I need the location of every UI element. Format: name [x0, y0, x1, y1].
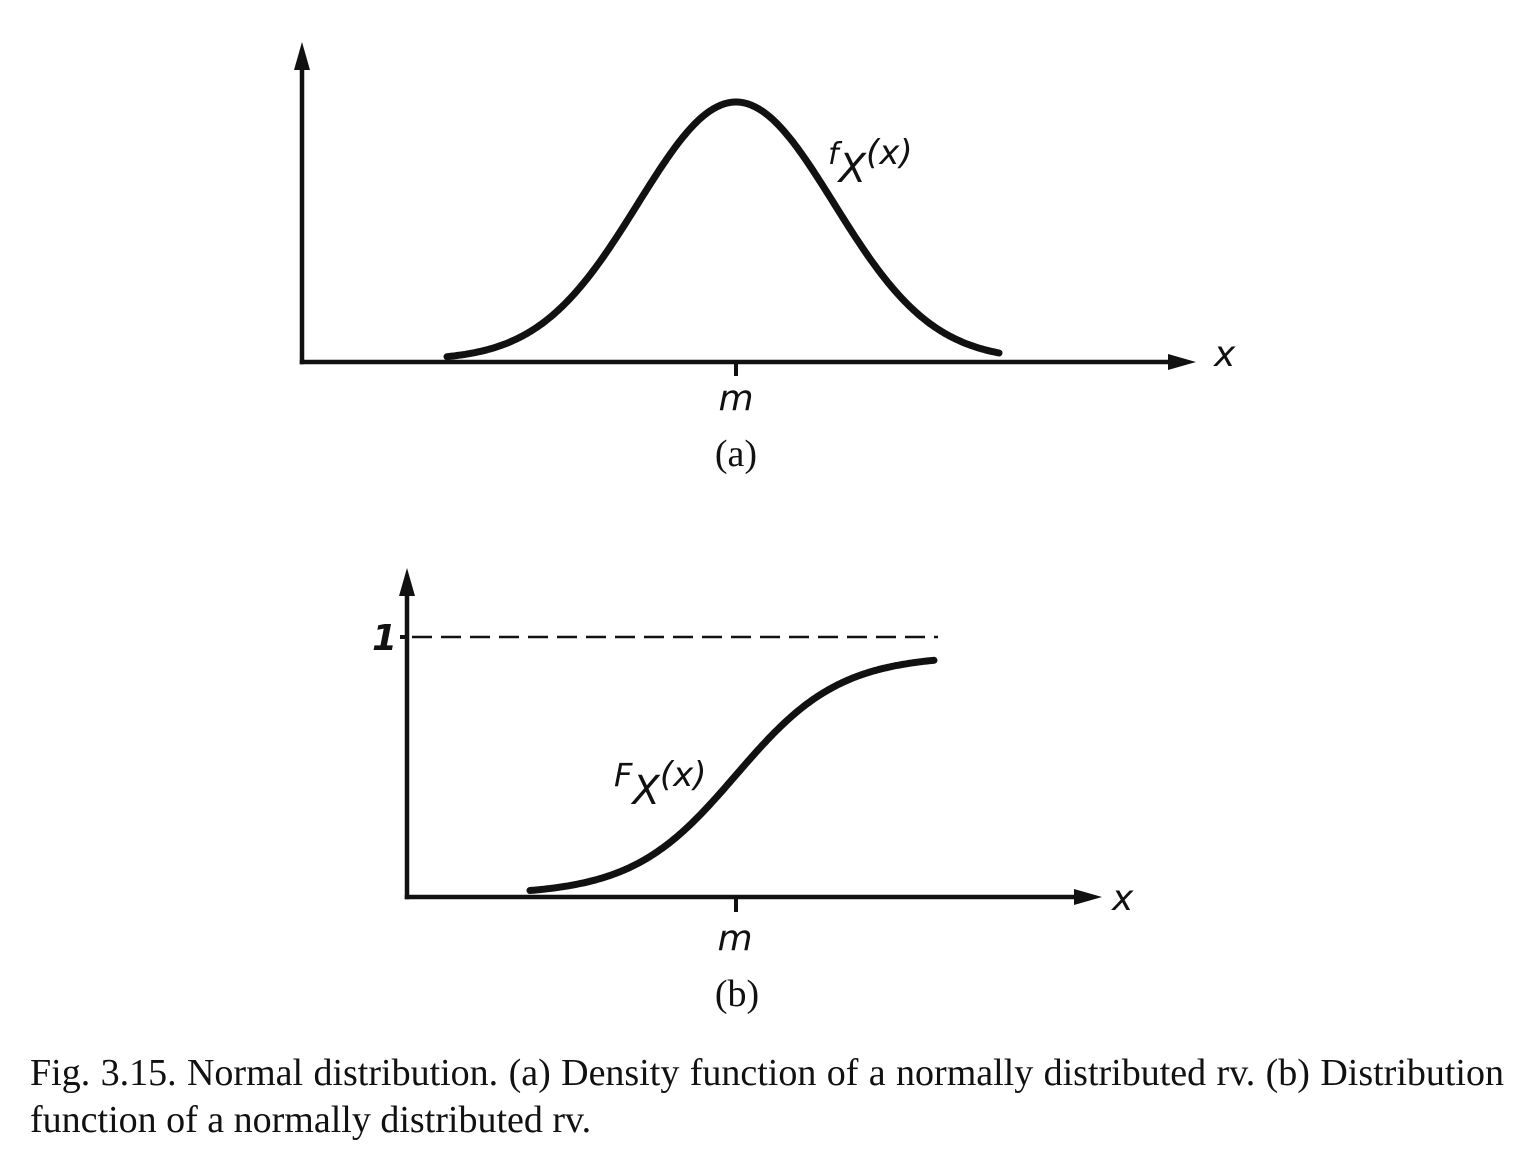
panel-b-distribution-curve: [526, 656, 938, 894]
panel-b-curve-label-main: F: [614, 756, 633, 794]
panel-b-curve-label-subscript: X: [630, 768, 661, 814]
panel-b-curve-label: FX(x): [614, 755, 706, 814]
panel-b-distribution: 1 FX(x) x m (b): [372, 568, 1134, 1015]
panel-b-label: (b): [715, 973, 759, 1015]
panel-a-curve-label: fX(x): [828, 133, 913, 192]
panel-a-curve-label-argument: (x): [866, 133, 913, 173]
panel-a-x-axis-arrow: [1168, 354, 1196, 370]
panel-b-y-axis-arrow: [399, 568, 415, 596]
panel-a-density-curve: [443, 98, 1003, 361]
panel-b-x-axis-label: x: [1111, 878, 1134, 919]
panel-a-curve-label-subscript: X: [837, 146, 868, 192]
normal-distribution-figure: fX(x) x m (a) 1 FX(x) x m (: [294, 42, 1236, 1015]
panel-b-one-label: 1: [372, 618, 397, 659]
figure-caption-text: Normal distribution. (a) Density functio…: [30, 1052, 1504, 1141]
panel-a-y-axis-arrow: [294, 42, 310, 70]
panel-a-mean-label: m: [718, 378, 753, 419]
figure-caption-lead: Fig. 3.15.: [30, 1052, 177, 1094]
panel-b-curve-label-argument: (x): [660, 755, 707, 795]
figure-caption: Fig. 3.15. Normal distribution. (a) Dens…: [30, 1050, 1504, 1144]
panel-a-density: fX(x) x m (a): [294, 42, 1236, 475]
panel-a-label: (a): [715, 433, 757, 475]
panel-b-x-axis-arrow: [1074, 889, 1102, 905]
panel-b-mean-label: m: [717, 918, 752, 959]
panel-a-x-axis-label: x: [1213, 334, 1236, 375]
